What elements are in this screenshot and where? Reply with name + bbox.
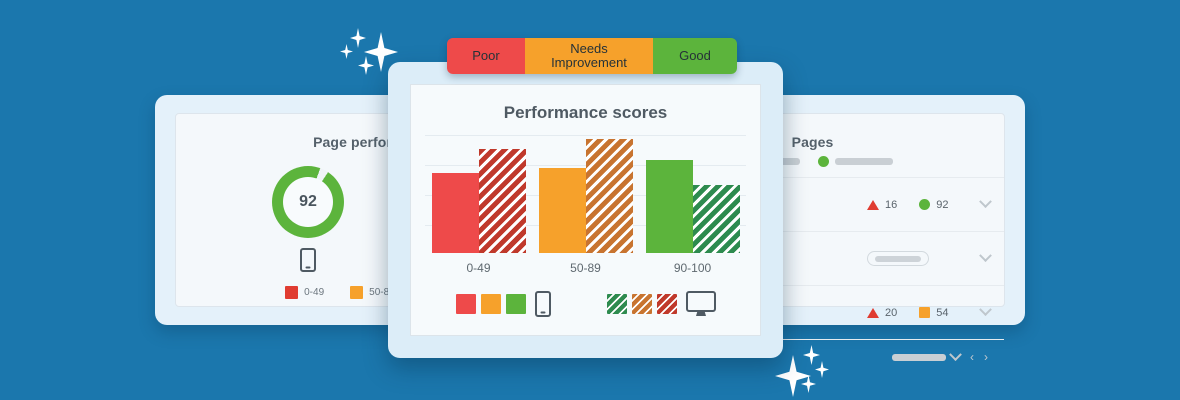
metric-poor: 20: [867, 307, 897, 319]
metric-value: 92: [936, 198, 949, 211]
x-tick-label: 50-89: [570, 261, 601, 275]
performance-scores-inner: Performance scores: [410, 84, 761, 336]
triangle-up-icon: [867, 199, 879, 210]
sparkle-icon: [340, 44, 353, 59]
legend-chip-poor: [455, 294, 476, 314]
bar-mobile-0-49[interactable]: [431, 173, 479, 253]
header-column-good: [818, 156, 893, 167]
bar-desktop-0-49[interactable]: [478, 149, 526, 253]
bar-desktop-50-89[interactable]: [585, 139, 633, 253]
chevron-down-icon[interactable]: [949, 347, 962, 361]
status-badge: [867, 251, 929, 266]
bar-desktop-90-100[interactable]: [692, 185, 740, 253]
performance-scores-card: Performance scores: [388, 62, 783, 358]
triangle-up-icon: [867, 307, 879, 318]
bar-group-50-89: [538, 139, 633, 253]
header-label-placeholder: [835, 158, 893, 165]
legend-chip-poor-hatched: [656, 294, 677, 314]
bar-series-container: [425, 135, 746, 253]
square-icon: [919, 307, 931, 318]
next-page-button[interactable]: ›: [984, 350, 988, 364]
chart-legend: [411, 291, 760, 317]
bar-chart-plot: [425, 135, 746, 253]
tab-poor[interactable]: Poor: [447, 38, 525, 74]
metric-value: 54: [936, 306, 949, 319]
x-tick-label: 0-49: [466, 261, 491, 275]
legend-chip-needs-improvement: [480, 294, 501, 314]
legend-item: 0-49: [285, 286, 324, 299]
gridline: [425, 135, 746, 136]
x-axis-labels: 0-49 50-89 90-100: [425, 261, 746, 275]
legend-desktop: [606, 291, 716, 317]
select-value-placeholder: [892, 353, 946, 361]
desktop-icon: [685, 291, 716, 316]
chevron-down-icon[interactable]: [979, 195, 992, 209]
circle-icon: [919, 199, 931, 210]
legend-swatch-needs-improvement: [350, 286, 364, 299]
gauge-mobile[interactable]: 92: [270, 166, 346, 272]
x-tick-label: 90-100: [673, 261, 712, 275]
sparkle-decoration-bottom: [775, 345, 855, 400]
rows-per-page-select[interactable]: [892, 347, 962, 362]
gauge-ring-mobile: 92: [272, 166, 344, 238]
legend-swatch-poor: [285, 286, 299, 299]
legend-label: 0-49: [304, 287, 325, 298]
pagination-bar: ‹ ›: [621, 340, 1004, 374]
legend-chip-good-hatched: [606, 294, 627, 314]
metric-poor: 16: [867, 199, 897, 211]
metric-good: 92: [919, 198, 949, 211]
tab-good[interactable]: Good: [653, 38, 737, 74]
legend-item: 50-89: [350, 286, 395, 299]
bar-group-0-49: [431, 149, 526, 253]
row-metrics: 20 54: [867, 307, 981, 319]
bar-mobile-90-100[interactable]: [645, 160, 693, 253]
legend-label: 50-89: [369, 287, 395, 298]
tab-needs-improvement-line1: Needs: [570, 41, 608, 57]
tab-needs-improvement[interactable]: Needs Improvement: [525, 38, 653, 74]
bar-group-90-100: [645, 160, 740, 253]
row-metrics: 16 92: [867, 199, 981, 211]
sparkle-icon: [358, 56, 374, 75]
tab-needs-improvement-line2: Improvement: [551, 55, 627, 70]
legend-mobile: [455, 291, 551, 317]
metric-value: 16: [885, 198, 898, 211]
metric-needs-improvement: 54: [919, 306, 949, 319]
mobile-icon: [534, 291, 551, 317]
row-metrics: [867, 251, 981, 266]
circle-icon: [818, 156, 829, 167]
prev-page-button[interactable]: ‹: [970, 350, 974, 364]
pages-title: Pages: [791, 134, 834, 150]
metric-value: 20: [885, 306, 898, 319]
gauge-value: 92: [299, 193, 317, 210]
chevron-down-icon[interactable]: [979, 303, 992, 317]
status-badge-placeholder: [875, 255, 921, 262]
bar-mobile-50-89[interactable]: [538, 168, 586, 253]
legend-chip-needs-improvement-hatched: [631, 294, 652, 314]
sparkle-icon: [350, 28, 366, 48]
sparkle-decoration-top: [340, 28, 420, 88]
score-range-tabs: Poor Needs Improvement Good: [447, 38, 737, 74]
chevron-down-icon[interactable]: [979, 249, 992, 263]
legend-chip-good: [505, 294, 526, 314]
gauge-center: 92: [283, 177, 333, 227]
chart-title: Performance scores: [503, 103, 668, 122]
mobile-icon: [300, 248, 316, 272]
